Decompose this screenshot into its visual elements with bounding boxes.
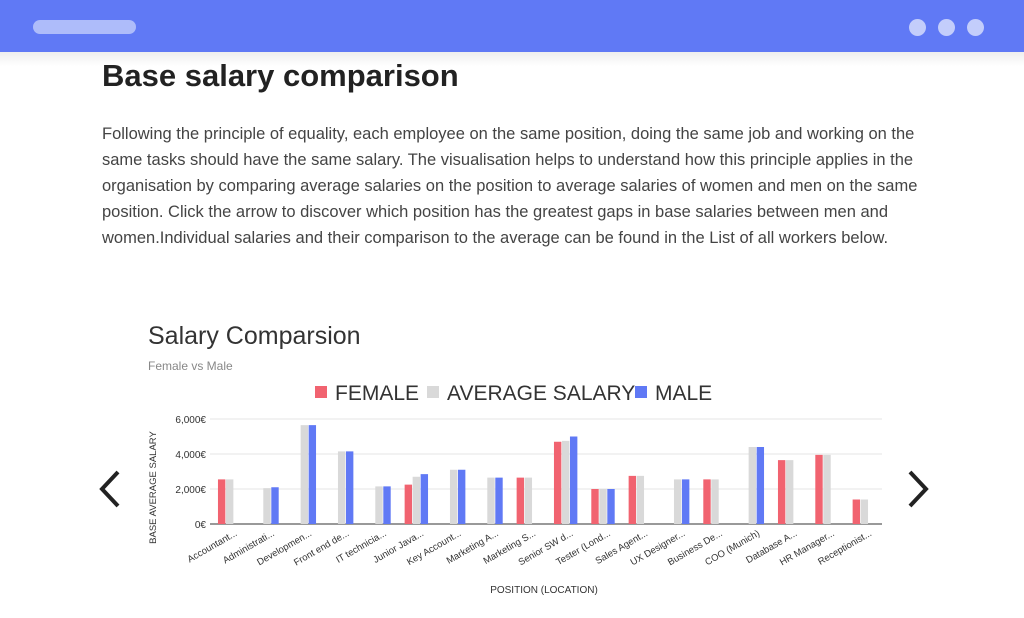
y-tick-label: 6,000€ bbox=[175, 415, 206, 426]
bar-female bbox=[553, 441, 562, 524]
bar-average-salary bbox=[860, 499, 869, 524]
bar-average-salary bbox=[487, 477, 495, 524]
bar-average-salary bbox=[785, 460, 794, 524]
legend-label: MALE bbox=[655, 382, 712, 405]
bar-average-salary bbox=[561, 440, 570, 524]
bar-average-salary bbox=[711, 479, 719, 524]
bar-female bbox=[852, 499, 861, 524]
y-tick-label: 0€ bbox=[195, 520, 207, 531]
window-dot-icon[interactable] bbox=[967, 19, 984, 36]
bar-average-salary bbox=[823, 454, 831, 524]
bar-male bbox=[308, 425, 317, 524]
bar-average-salary bbox=[263, 488, 271, 524]
chart-subtitle: Female vs Male bbox=[148, 359, 233, 373]
chevron-right-icon bbox=[908, 470, 929, 508]
bar-average-salary bbox=[375, 486, 383, 524]
y-tick-label: 4,000€ bbox=[175, 450, 206, 461]
next-slide-button[interactable] bbox=[902, 468, 932, 510]
bar-male bbox=[271, 487, 279, 524]
bar-average-salary bbox=[300, 425, 309, 524]
bar-male bbox=[383, 486, 391, 524]
bar-male bbox=[681, 479, 690, 524]
bar-male bbox=[495, 477, 503, 524]
x-axis-title: POSITION (LOCATION) bbox=[490, 585, 598, 596]
bar-average-salary bbox=[748, 447, 757, 524]
bar-male bbox=[607, 489, 615, 524]
chevron-left-icon bbox=[99, 470, 120, 508]
bar-average-salary bbox=[449, 469, 458, 524]
bar-male bbox=[345, 451, 354, 524]
legend-swatch bbox=[635, 386, 647, 398]
bar-female bbox=[217, 479, 226, 524]
window-controls bbox=[909, 19, 984, 36]
address-bar[interactable] bbox=[33, 20, 136, 34]
prev-slide-button[interactable] bbox=[96, 468, 126, 510]
page-title: Base salary comparison bbox=[102, 58, 459, 93]
bar-female bbox=[815, 454, 823, 524]
window-dot-icon[interactable] bbox=[938, 19, 955, 36]
bar-male bbox=[569, 436, 578, 524]
legend-label: FEMALE bbox=[335, 382, 419, 405]
salary-chart: Salary Comparsion Female vs Male FEMALE AVE… bbox=[95, 318, 935, 608]
bar-female bbox=[628, 475, 637, 524]
bar-average-salary bbox=[412, 476, 421, 524]
bar-female bbox=[516, 477, 525, 524]
y-tick-label: 2,000€ bbox=[175, 485, 206, 496]
bar-average-salary bbox=[337, 451, 346, 524]
bar-female bbox=[591, 489, 599, 524]
bar-average-salary bbox=[636, 475, 645, 524]
bar-female bbox=[777, 460, 786, 524]
y-axis-title: BASE AVERAGE SALARY bbox=[148, 431, 159, 544]
window-titlebar bbox=[0, 0, 1024, 52]
chart-title: Salary Comparsion bbox=[148, 322, 361, 350]
legend-swatch bbox=[315, 386, 327, 398]
salary-chart-svg: Salary Comparsion Female vs Male FEMALE AVE… bbox=[148, 322, 882, 596]
window-dot-icon[interactable] bbox=[909, 19, 926, 36]
intro-paragraph: Following the principle of equality, eac… bbox=[102, 125, 918, 247]
bar-average-salary bbox=[673, 479, 682, 524]
legend-label: AVERAGE SALARY bbox=[447, 382, 635, 405]
bar-average-salary bbox=[599, 489, 607, 524]
bar-male bbox=[457, 469, 466, 524]
bar-average-salary bbox=[524, 477, 533, 524]
legend-swatch bbox=[427, 386, 439, 398]
bar-male bbox=[756, 447, 765, 524]
bar-female bbox=[404, 484, 413, 524]
bar-average-salary bbox=[225, 479, 234, 524]
bar-female bbox=[703, 479, 711, 524]
bar-male bbox=[420, 474, 429, 524]
titlebar-shadow bbox=[0, 52, 1024, 66]
